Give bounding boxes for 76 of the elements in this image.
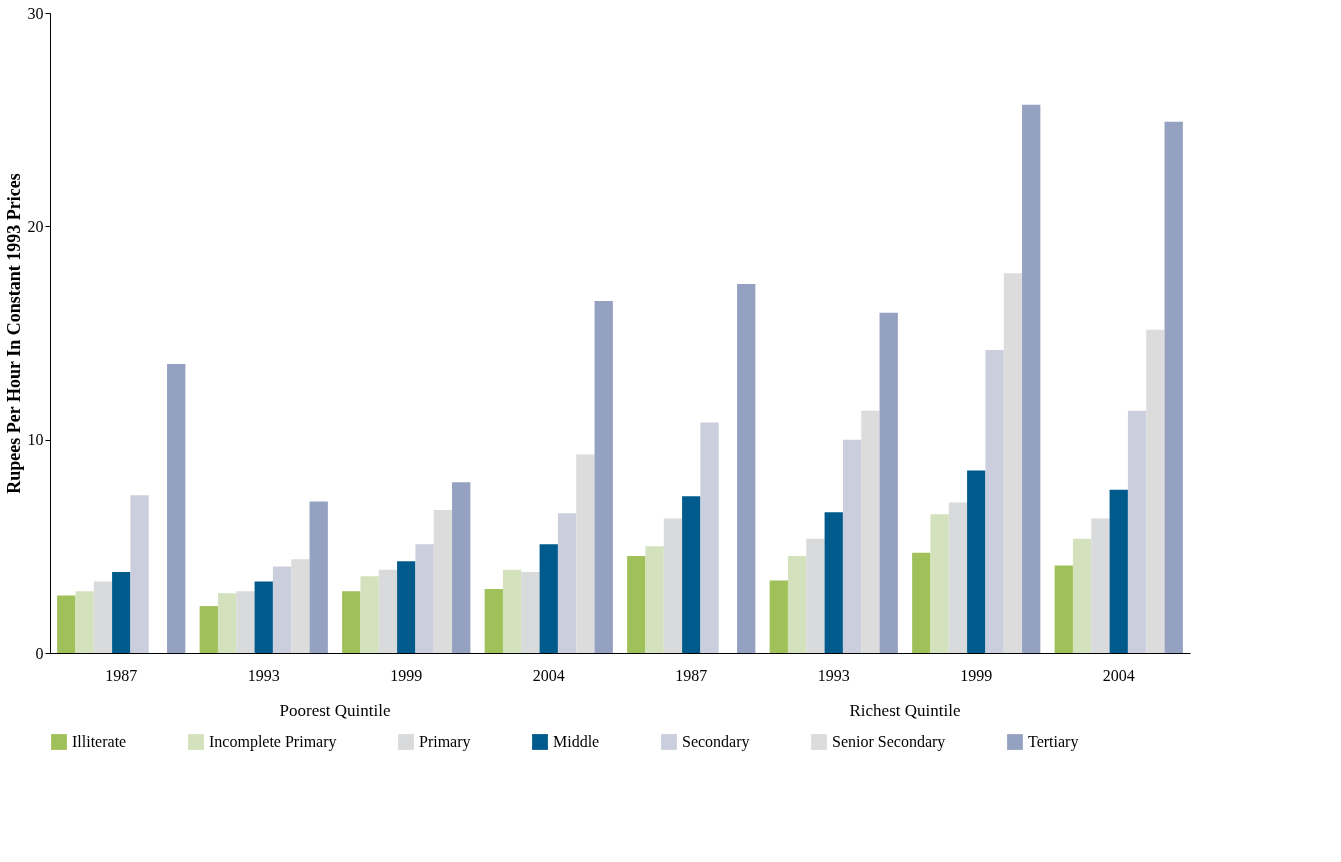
y-tick-label: 30 (27, 4, 44, 22)
bar (93, 581, 113, 653)
bar (291, 559, 310, 653)
bar (254, 581, 273, 653)
bar (130, 495, 149, 653)
bar (57, 595, 76, 653)
x-tick-label: 1987 (675, 666, 708, 684)
bar (824, 512, 843, 653)
bar (1054, 565, 1073, 653)
bar (627, 555, 646, 653)
legend-label: Incomplete Primary (209, 733, 337, 751)
bar (484, 589, 503, 653)
bar (539, 544, 558, 653)
x-tick-label: 1993 (247, 666, 280, 684)
x-tick-label: 2004 (532, 666, 565, 684)
bar (397, 561, 416, 653)
bar (199, 606, 218, 653)
bar (415, 544, 434, 653)
x-tick-label: 1993 (817, 666, 850, 684)
bar (967, 470, 986, 653)
bar (1164, 121, 1183, 653)
bar (1003, 273, 1023, 653)
y-tick-label: 0 (35, 644, 44, 662)
legend-label: Primary (419, 733, 471, 751)
bar (576, 454, 595, 653)
bar (842, 439, 862, 653)
legend-label: Middle (553, 733, 600, 750)
bar (985, 350, 1004, 653)
bar (879, 312, 898, 653)
x-tick-label: 1999 (390, 666, 423, 684)
bar (433, 510, 453, 653)
x-tick-label: 1999 (960, 666, 993, 684)
bar (1127, 410, 1147, 653)
bar (112, 571, 131, 653)
legend-label: Illiterate (72, 733, 127, 750)
bar (502, 569, 522, 653)
bar (521, 571, 540, 653)
bar (1022, 104, 1041, 653)
bar (309, 501, 328, 653)
bar (769, 580, 788, 653)
legend-label: Secondary (682, 733, 750, 751)
bar (806, 538, 825, 653)
bar (700, 422, 719, 653)
y-axis-title: Rupees Per Hour In Constant 1993 Prices (3, 173, 24, 494)
text: Richest Quintile (849, 701, 961, 720)
bar (1146, 329, 1165, 653)
y-tick-label: 10 (27, 431, 44, 449)
bar (594, 301, 613, 653)
text: Poorest Quintile (279, 701, 391, 720)
bar (452, 482, 471, 653)
x-tick-label: 1987 (105, 666, 138, 684)
bar (75, 591, 94, 653)
legend-label: Tertiary (1028, 733, 1079, 751)
x-tick-label: 2004 (1102, 666, 1135, 684)
bar (1072, 538, 1092, 653)
bar (787, 555, 807, 653)
bar (737, 283, 756, 653)
bar (861, 410, 880, 653)
bar (1109, 489, 1128, 653)
bar (557, 513, 577, 653)
bar (663, 518, 683, 653)
bar (236, 591, 255, 653)
y-tick-label: 20 (27, 217, 44, 235)
bar (912, 552, 931, 653)
bar (217, 593, 237, 653)
bar (930, 514, 949, 653)
legend-label: Senior Secondary (832, 733, 946, 751)
bar (682, 496, 701, 653)
bar (948, 502, 968, 653)
bar (342, 591, 361, 653)
bar (167, 363, 186, 653)
bar (378, 569, 398, 653)
bar (1091, 518, 1110, 653)
bar (360, 576, 379, 653)
bar (272, 566, 292, 653)
bar (645, 546, 664, 653)
